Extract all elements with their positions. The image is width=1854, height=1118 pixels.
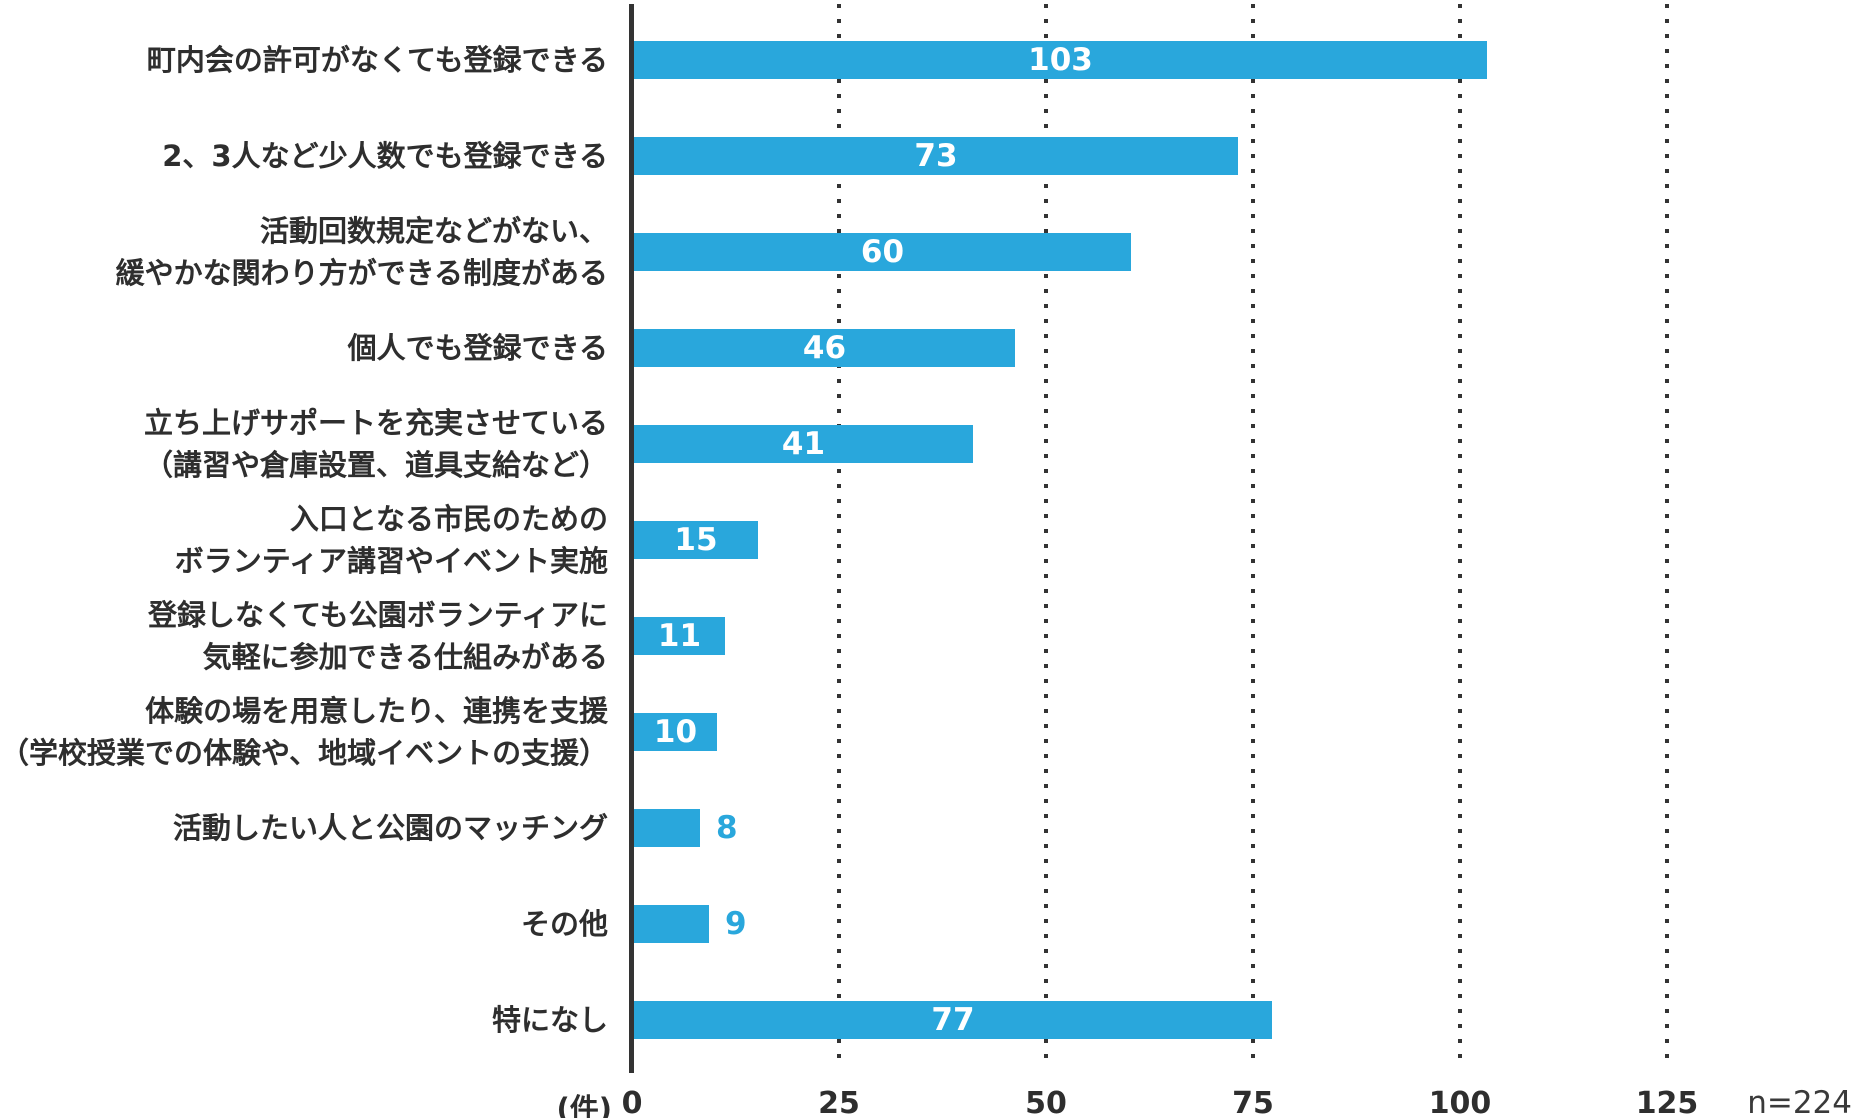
bar: 15 — [634, 521, 758, 559]
sample-size-label: n=224 — [1747, 1085, 1852, 1118]
gridline-50 — [1044, 4, 1048, 1068]
category-label: 2、3人など少人数でも登録できる — [162, 139, 608, 173]
value-label: 60 — [860, 234, 905, 270]
y-axis-line — [629, 4, 634, 1073]
value-label: 10 — [653, 714, 698, 750]
value-label: 73 — [914, 138, 958, 174]
value-label: 77 — [931, 1002, 975, 1038]
x-tick-label-100: 100 — [1428, 1086, 1492, 1118]
category-label: その他 — [520, 907, 608, 941]
category-label: 立ち上げサポートを充実させている （講習や倉庫設置、道具支給など） — [143, 406, 608, 482]
value-label: 103 — [1028, 42, 1093, 78]
bar: 11 — [634, 617, 725, 655]
gridline-125 — [1665, 4, 1669, 1068]
category-label: 町内会の許可がなくても登録できる — [146, 43, 608, 77]
category-label: 入口となる市民のための ボランティア講習やイベント実施 — [174, 502, 608, 578]
x-tick-label-125: 125 — [1635, 1086, 1699, 1118]
bar: 41 — [634, 425, 973, 463]
x-tick-label-50: 50 — [1025, 1086, 1067, 1118]
value-label: 9 — [725, 906, 747, 942]
x-tick-label-25: 25 — [818, 1086, 860, 1118]
category-label: 活動したい人と公園のマッチング — [172, 811, 608, 845]
bar: 103 — [634, 41, 1487, 79]
bar: 10 — [634, 713, 717, 751]
category-label: 登録しなくても公園ボランティアに 気軽に参加できる仕組みがある — [148, 598, 608, 674]
category-label: 体験の場を用意したり、連携を支援 （学校授業での体験や、地域イベントの支援） — [0, 694, 609, 770]
bar: 77 — [634, 1001, 1272, 1039]
bar: 60 — [634, 233, 1131, 271]
gridline-25 — [837, 4, 841, 1068]
gridline-100 — [1458, 4, 1462, 1068]
x-tick-label-75: 75 — [1232, 1086, 1274, 1118]
category-label: 活動回数規定などがない、 緩やかな関わり方ができる制度がある — [115, 214, 608, 290]
bar: 46 — [634, 329, 1015, 367]
value-label: 8 — [716, 810, 738, 846]
bar: 9 — [634, 905, 747, 943]
x-tick-label-0: 0 — [621, 1086, 643, 1118]
value-label: 11 — [657, 618, 702, 654]
value-label: 15 — [674, 522, 718, 558]
value-label: 46 — [802, 330, 847, 366]
bar: 8 — [634, 809, 738, 847]
category-label: 個人でも登録できる — [347, 331, 608, 365]
gridline-75 — [1251, 4, 1255, 1068]
value-label: 41 — [781, 426, 826, 462]
bar: 73 — [634, 137, 1238, 175]
x-axis-unit-label: (件) — [556, 1092, 612, 1118]
category-label: 特になし — [491, 1003, 608, 1037]
